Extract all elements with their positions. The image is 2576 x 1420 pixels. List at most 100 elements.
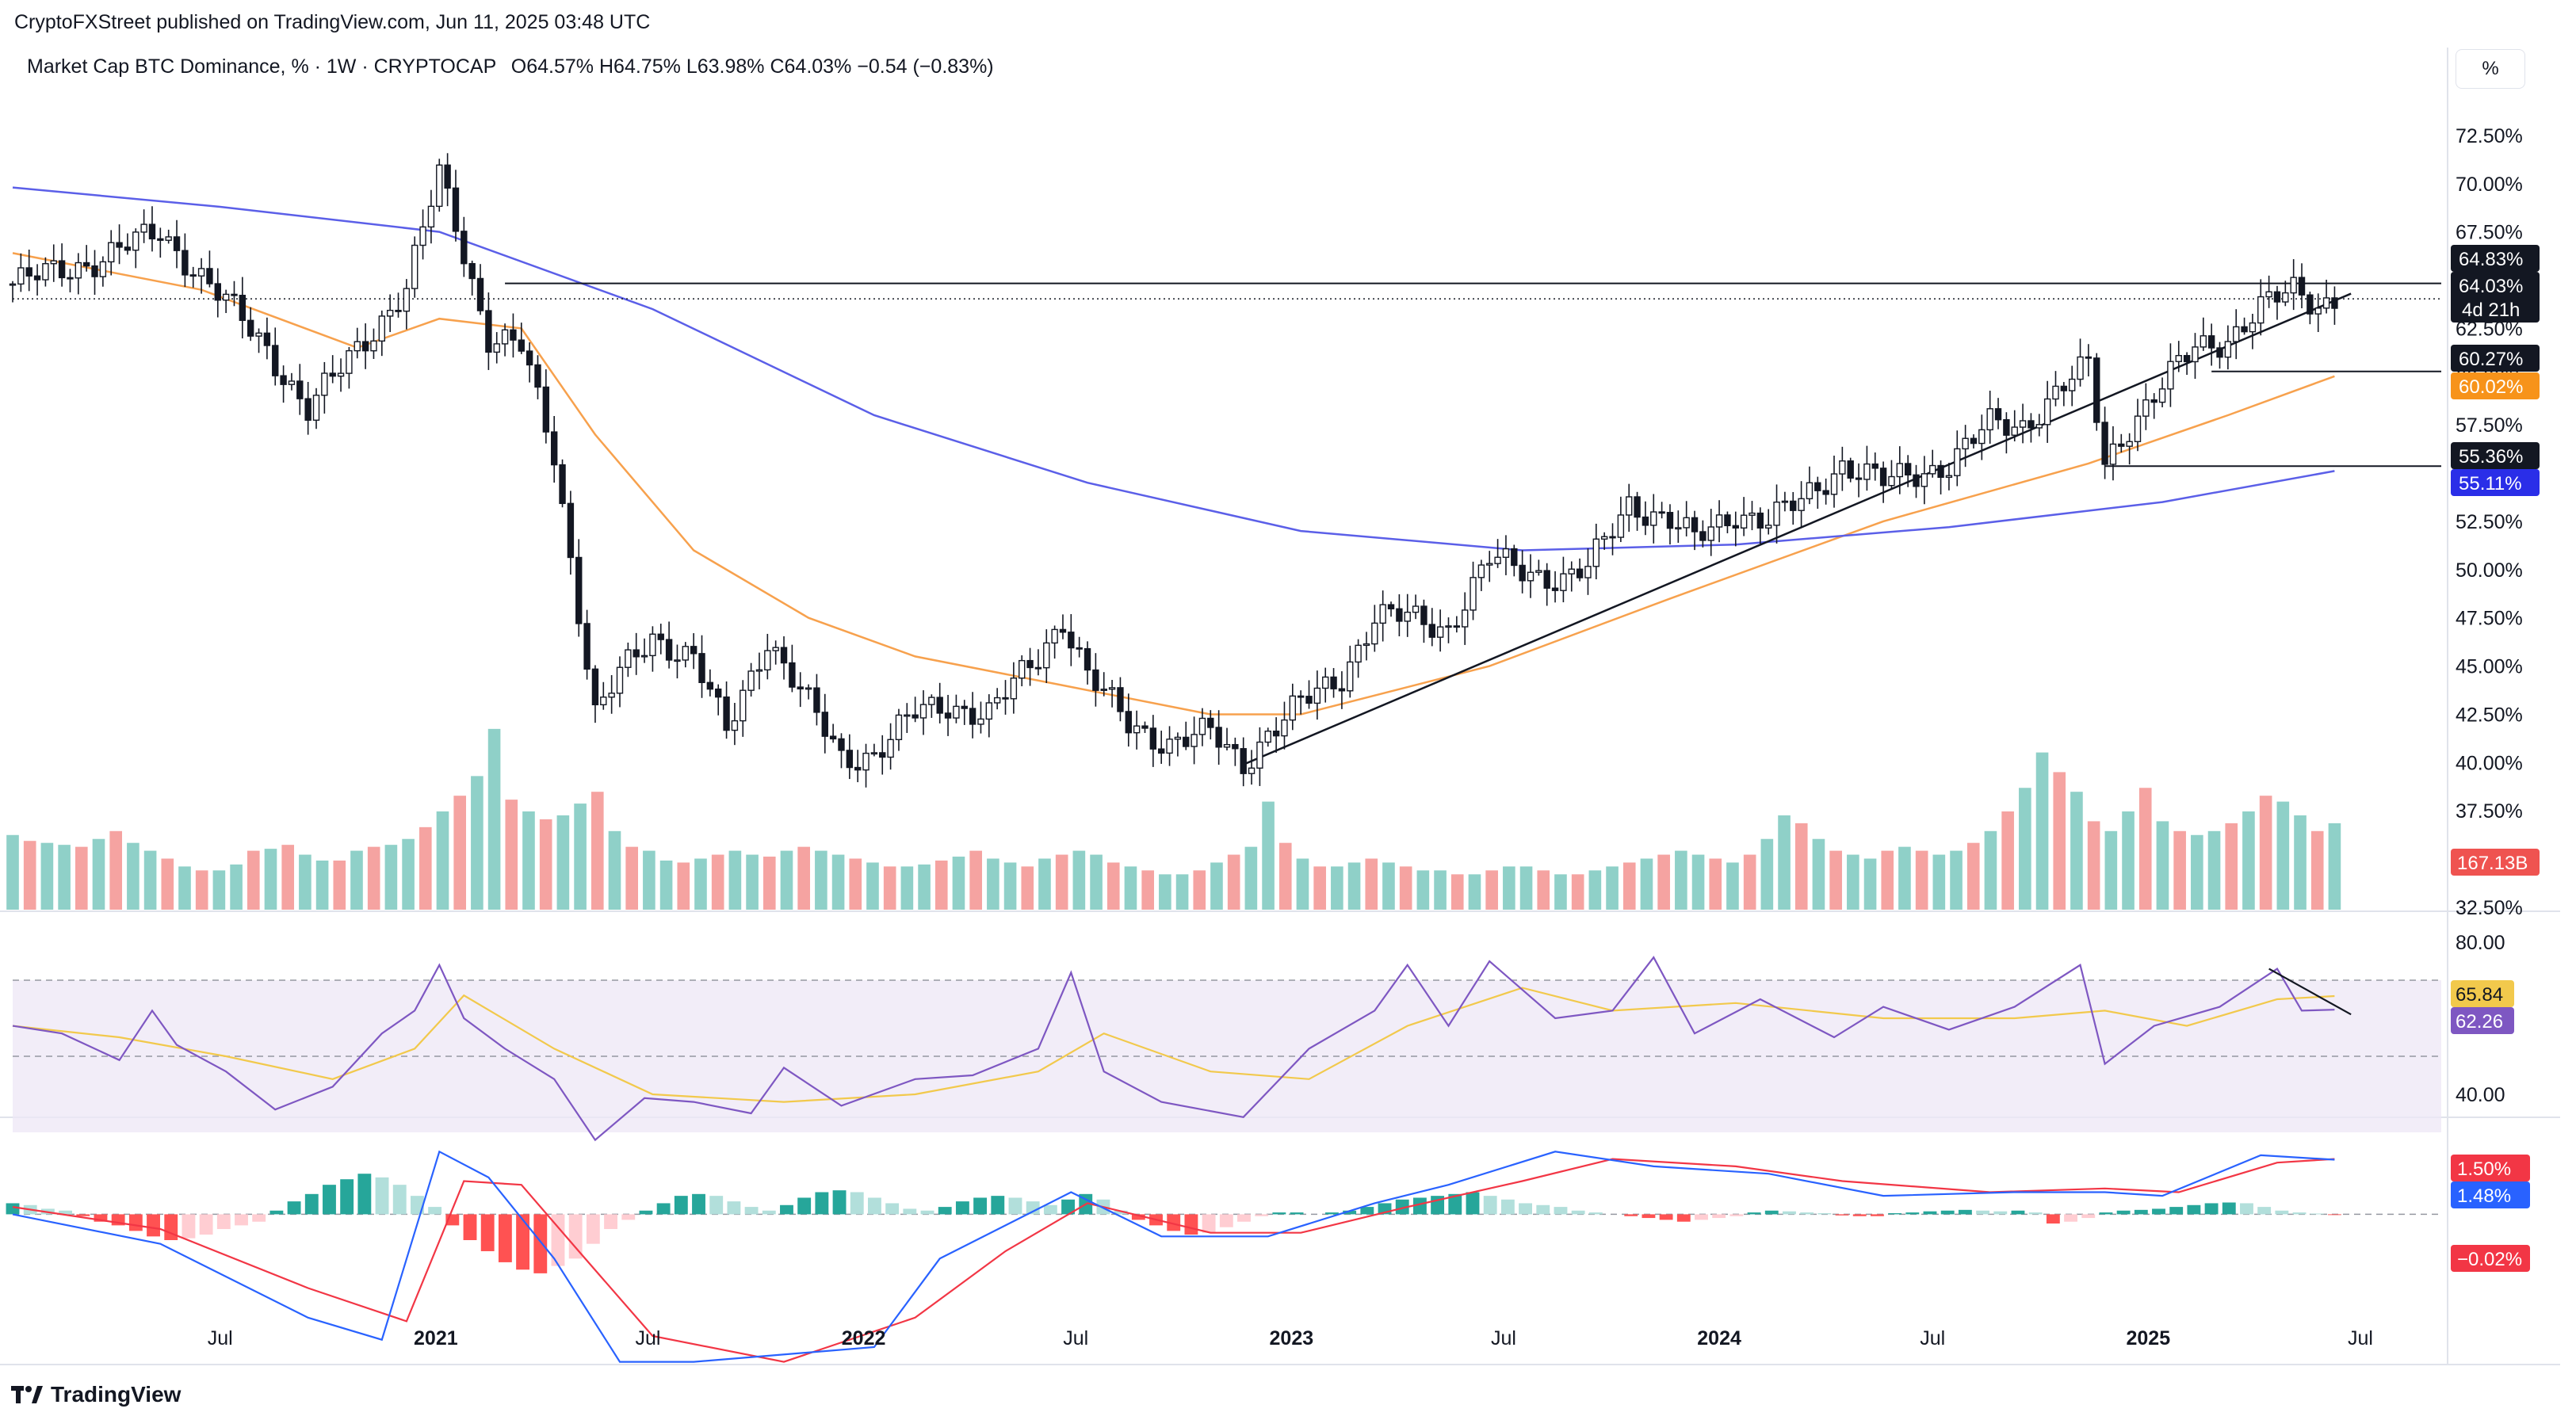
macd-histogram-bar — [147, 1214, 160, 1237]
volume-bar — [1399, 866, 1412, 910]
macd-histogram-bar — [1923, 1211, 1937, 1215]
volume-bar — [436, 811, 449, 910]
volume-histogram — [6, 728, 2341, 910]
candle-body — [2257, 296, 2265, 324]
candle-body — [2282, 292, 2289, 303]
macd-histogram-bar — [639, 1210, 653, 1215]
candle-body — [2060, 385, 2068, 391]
candle-body — [1699, 531, 1707, 541]
price-label-box — [2451, 372, 2540, 399]
candle-body — [1871, 463, 1878, 469]
volume-bar — [780, 850, 793, 910]
percent-scale-button[interactable]: % — [2456, 49, 2525, 89]
volume-bar — [1468, 874, 1481, 910]
candle-body — [1962, 437, 1969, 450]
candle-body — [1363, 643, 1370, 647]
candle-body — [665, 639, 673, 661]
candle-body — [2077, 356, 2084, 380]
candle-body — [1913, 474, 1920, 487]
volume-bar — [315, 861, 329, 910]
volume-bar — [1055, 854, 1068, 910]
volume-bar — [1175, 874, 1189, 910]
volume-bar — [677, 862, 690, 910]
candle-body — [1609, 536, 1616, 539]
publisher-line: CryptoFXStreet published on TradingView.… — [14, 11, 651, 33]
candle-body — [1043, 642, 1050, 669]
volume-bar — [1606, 866, 1619, 910]
macd-histogram-bar — [1184, 1214, 1198, 1235]
candle-body — [91, 265, 98, 277]
volume-bar — [556, 815, 570, 910]
candle-body — [985, 702, 993, 720]
price-label: 64.03% — [2459, 276, 2523, 297]
macd-histogram-bar — [1202, 1214, 1216, 1233]
volume-bar — [934, 861, 948, 910]
candle-body — [354, 341, 361, 352]
macd-label-box — [2451, 1181, 2530, 1208]
candle-body — [25, 267, 32, 277]
candle-body — [173, 236, 181, 251]
candle-body — [1658, 511, 1665, 514]
candle-body — [2093, 357, 2100, 423]
candle-body — [165, 236, 172, 241]
ohlc-open: O64.57% — [510, 55, 594, 78]
volume-bar — [1485, 870, 1498, 910]
candle-body — [904, 714, 911, 717]
volume-bar — [1588, 870, 1602, 910]
price-axis-tick: 50.00% — [2456, 559, 2523, 582]
volume-bar — [849, 858, 862, 910]
macd-histogram-bar — [709, 1196, 724, 1215]
candle-body — [1338, 688, 1346, 692]
macd-histogram-bar — [2169, 1207, 2184, 1215]
candle-body — [1634, 496, 1641, 518]
candle-body — [58, 260, 66, 279]
volume-bar — [1657, 854, 1670, 910]
volume-bar — [1915, 850, 1928, 910]
candle-body — [296, 380, 304, 399]
macd-histogram-bar — [94, 1214, 108, 1222]
candle-body — [1511, 548, 1518, 567]
volume-bar — [75, 846, 88, 910]
candle-body — [608, 693, 615, 698]
volume-bar — [1072, 850, 1086, 910]
volume-bar — [247, 850, 260, 910]
candle-body — [2167, 361, 2174, 390]
candle-body — [534, 364, 541, 388]
candle-body — [1986, 408, 1993, 431]
macd-histogram-bar — [2240, 1203, 2253, 1215]
macd-histogram-bar — [744, 1207, 759, 1215]
volume-bar — [92, 838, 105, 910]
candle-body — [337, 372, 345, 377]
macd-histogram-bar — [621, 1214, 636, 1220]
time-axis-tick: Jul — [1063, 1327, 1088, 1349]
candle-body — [1232, 743, 1239, 750]
macd-histogram-bar — [2116, 1210, 2131, 1215]
candle-body — [2331, 297, 2338, 309]
candle-body — [1855, 477, 1863, 480]
candle-body — [2085, 356, 2093, 359]
rsi-label-box — [2451, 1007, 2514, 1034]
candle-body — [715, 688, 722, 698]
symbol-title[interactable]: Market Cap BTC Dominance, % · 1W · CRYPT… — [27, 55, 496, 78]
price-labels: 64.83% 64.03% 4d 21h 60.27% 60.02% 55.36% 55.1… — [2451, 245, 2540, 1272]
candle-body — [1207, 717, 1214, 728]
macd-histogram-bar — [1061, 1199, 1075, 1215]
macd-panel — [6, 1150, 2441, 1363]
macd-histogram-bar — [2275, 1210, 2289, 1215]
macd-histogram-bar — [59, 1210, 73, 1215]
time-axis-tick: Jul — [2348, 1327, 2373, 1349]
volume-bar — [1743, 854, 1756, 910]
candle-body — [1749, 512, 1756, 516]
tradingview-logo[interactable]: TradingView — [11, 1382, 181, 1407]
volume-bar — [883, 866, 896, 910]
candle-body — [1486, 563, 1493, 566]
ma-200-line — [12, 186, 2335, 552]
macd-histogram-bar — [1852, 1214, 1867, 1216]
time-axis-tick: Jul — [636, 1327, 661, 1349]
candle-body — [977, 718, 984, 725]
candle-body — [1781, 500, 1789, 503]
time-axis-tick: 2023 — [1270, 1327, 1314, 1349]
price-axis-tick: 47.50% — [2456, 608, 2523, 630]
macd-histogram-bar — [6, 1203, 20, 1215]
